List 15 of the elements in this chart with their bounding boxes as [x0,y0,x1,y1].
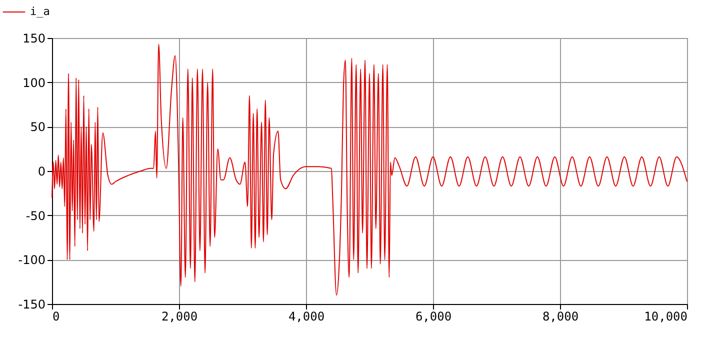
y-tick-label: 150 [22,32,46,46]
x-tick-label: 2,000 [161,310,198,324]
y-tick-label: -100 [18,253,46,268]
y-tick-label: 100 [22,76,46,90]
y-tick-label: -150 [18,298,46,312]
y-tick-label: -50 [26,208,46,223]
x-tick-label: 8,000 [542,310,579,324]
y-tick-label: 0 [38,164,46,178]
legend-label: i_a [30,5,50,18]
x-tick-label: 10,000 [644,310,688,324]
y-tick-label: 50 [30,120,46,134]
x-tick-label: 6,000 [415,310,452,324]
x-tick-label: 0 [52,310,60,324]
line-series [52,44,688,296]
x-tick-label: 4,000 [288,310,325,324]
